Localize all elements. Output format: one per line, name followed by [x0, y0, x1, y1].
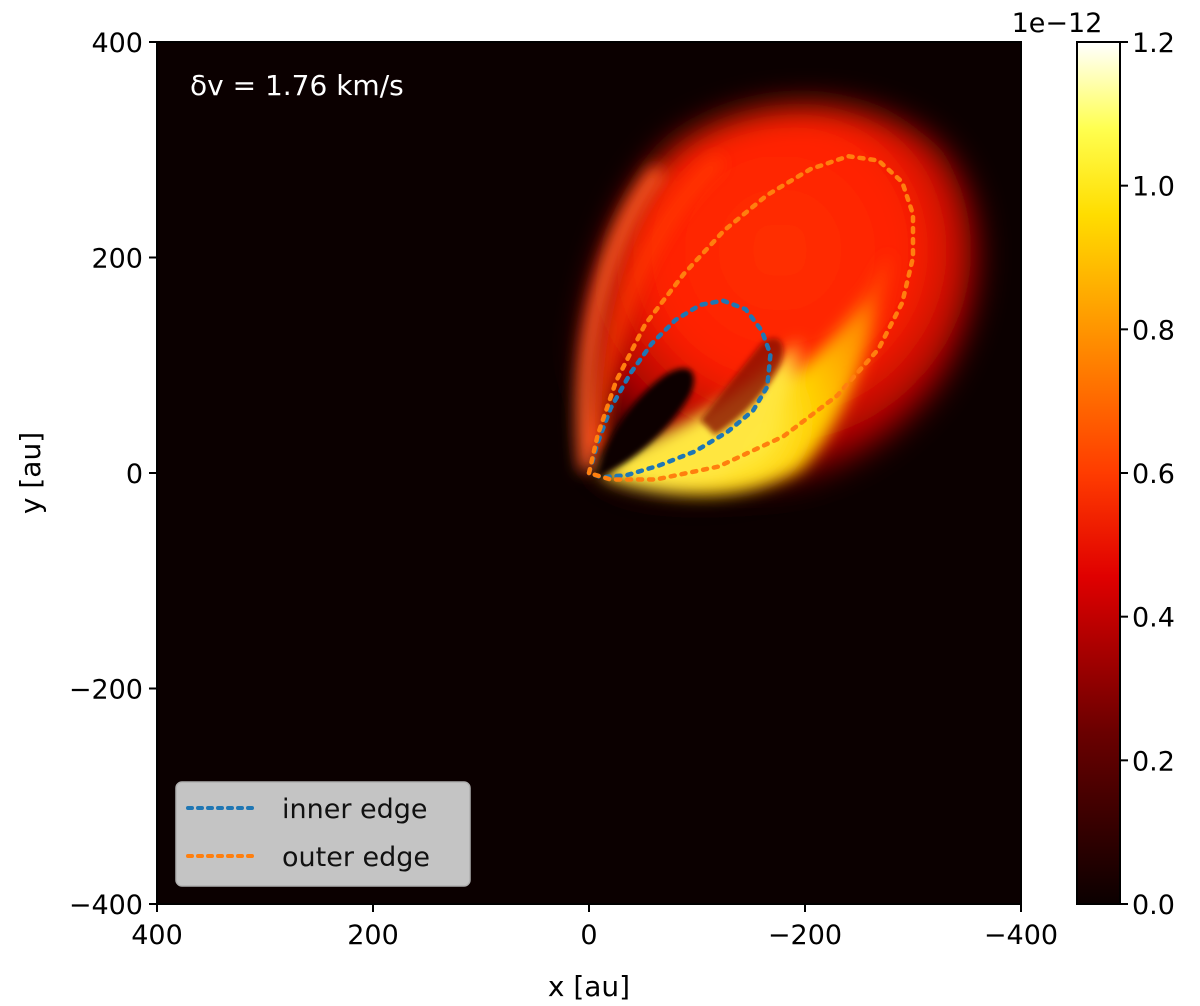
legend-outer-edge-label: outer edge: [282, 842, 430, 873]
colorbar-tick-label: 1.0: [1132, 172, 1175, 203]
colorbar-tick-label: 0.6: [1132, 459, 1175, 490]
x-tick-label: 400: [131, 920, 183, 951]
x-axis-label: x [au]: [548, 970, 630, 1003]
colorbar-tick-label: 0.2: [1132, 746, 1175, 777]
y-tick-label: 200: [91, 244, 143, 275]
colorbar-scale-label: 1e−12: [1012, 8, 1103, 39]
delta-v-annotation: δv = 1.76 km/s: [190, 69, 404, 102]
colorbar-ticks: 0.0 0.2 0.4 0.6 0.8 1.0 1.2: [1120, 28, 1175, 921]
y-tick-label: 0: [126, 459, 143, 490]
y-axis-label: y [au]: [14, 432, 47, 514]
colorbar: 0.0 0.2 0.4 0.6 0.8 1.0 1.2 1e−12: [1012, 8, 1175, 921]
colorbar-tick-label: 0.0: [1132, 890, 1175, 921]
colorbar-tick-label: 0.8: [1132, 315, 1175, 346]
x-tick-label: 200: [347, 920, 399, 951]
edge-curves: [586, 153, 916, 482]
legend: inner edge outer edge: [175, 781, 471, 887]
x-tick-label: −200: [768, 920, 842, 951]
y-tick-label: −400: [69, 890, 143, 921]
colorbar-tick-label: 1.2: [1132, 28, 1175, 59]
edge-curve-inner-edge: [586, 298, 773, 480]
edge-curve-outer-edge: [586, 153, 916, 482]
heatmap-image: [157, 42, 1021, 904]
colorbar-tick-label: 0.4: [1132, 603, 1175, 634]
colorbar-gradient: [1076, 41, 1121, 905]
legend-inner-edge-label: inner edge: [282, 794, 428, 825]
emission-bright-region: [598, 250, 890, 496]
emission-outer-arc: [576, 155, 724, 472]
y-tick-label: 400: [91, 28, 143, 59]
emission-inner-hole: [596, 337, 784, 478]
x-tick-label: −400: [984, 920, 1058, 951]
x-tick-label: 0: [580, 920, 597, 951]
y-tick-label: −200: [69, 675, 143, 706]
